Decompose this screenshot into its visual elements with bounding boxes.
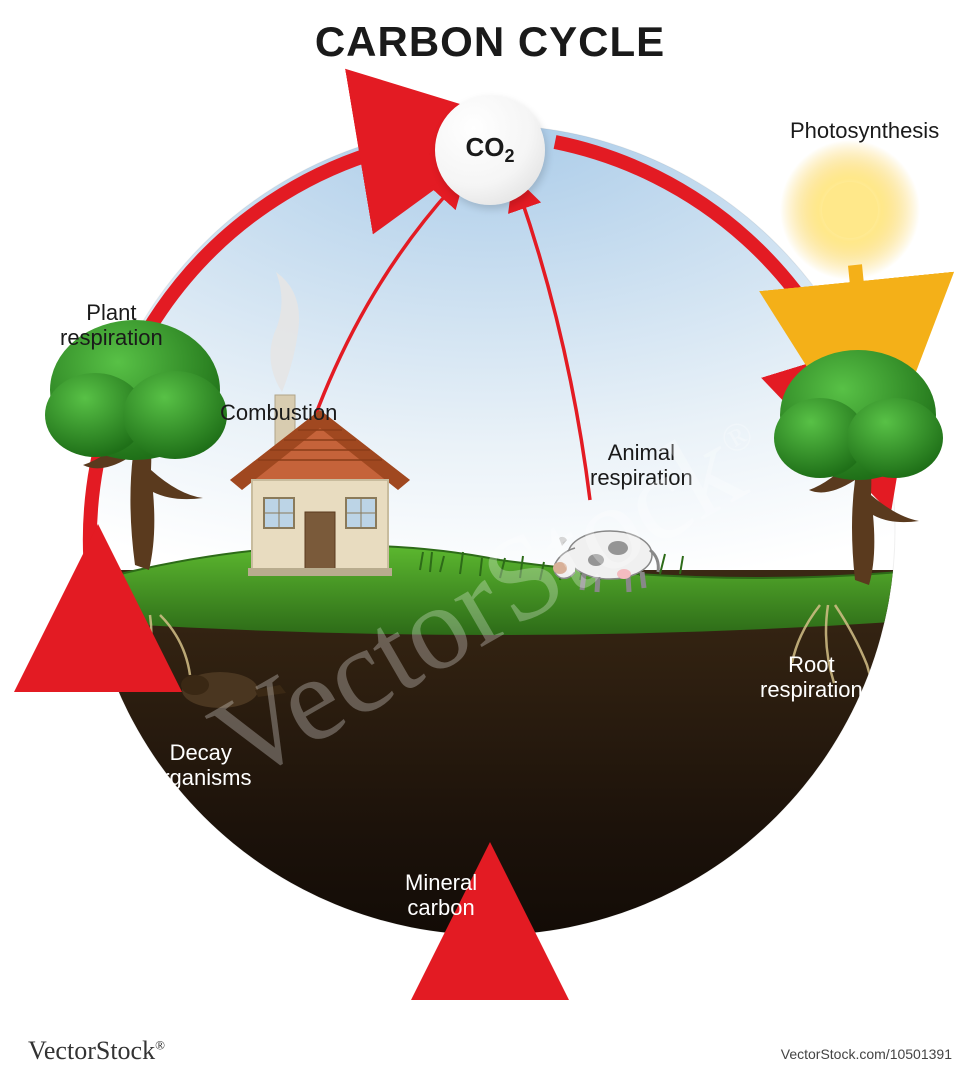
carbon-cycle-diagram: CO2 Photosynthesis Plant respiration Com…	[0, 60, 980, 1000]
label-animal-respiration: Animal respiration	[590, 440, 693, 491]
label-combustion: Combustion	[220, 400, 337, 425]
co2-label: CO2	[465, 132, 514, 167]
vectorstock-logo: VectorStock®	[28, 1036, 165, 1066]
label-mineral-carbon: Mineral carbon	[405, 870, 477, 921]
label-photosynthesis: Photosynthesis	[790, 118, 939, 143]
page-title: CARBON CYCLE	[315, 18, 665, 66]
label-plant-respiration: Plant respiration	[60, 300, 163, 351]
label-decay-organisms: Decay organisms	[150, 740, 251, 791]
co2-node: CO2	[435, 95, 545, 205]
label-root-respiration: Root respiration	[760, 652, 863, 703]
image-id: VectorStock.com/10501391	[781, 1046, 952, 1062]
